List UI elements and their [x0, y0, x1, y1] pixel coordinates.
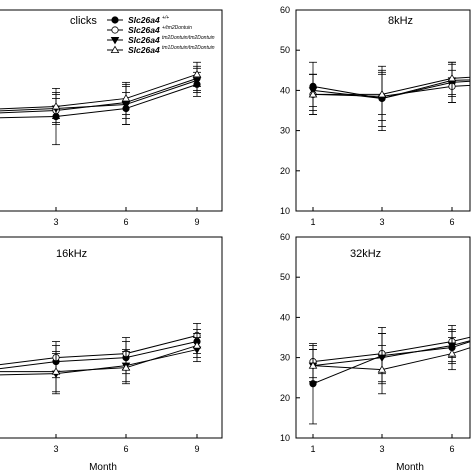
- x-tick-label: 9: [194, 217, 199, 227]
- series-line: [312, 336, 470, 363]
- data-point: [51, 102, 61, 110]
- legend-marker: [111, 16, 119, 24]
- plot-area: [0, 323, 202, 395]
- data-point: [51, 367, 61, 375]
- legend-label: Slc26a4: [128, 35, 160, 45]
- series-line: [0, 83, 198, 119]
- legend-item: Slc26a4 +/+: [107, 15, 169, 25]
- y-tick-label: 10: [280, 433, 290, 443]
- legend-superscript: tm2Dontuin/tm2Dontuin: [162, 35, 215, 41]
- legend-marker: [111, 26, 119, 34]
- y-tick-label: 50: [280, 45, 290, 55]
- data-point: [447, 73, 457, 82]
- y-tick-label: 20: [280, 393, 290, 403]
- legend-superscript: tm1Dontuin/tm2Dontuin: [162, 45, 215, 51]
- series-line: [0, 73, 198, 110]
- y-tick-label: 30: [280, 353, 290, 363]
- x-tick-label: 6: [123, 217, 128, 227]
- legend-item: Slc26a4 tm2Dontuin/tm2Dontuin: [107, 35, 215, 45]
- x-tick-label: 3: [379, 444, 384, 454]
- data-point: [308, 361, 318, 369]
- x-tick-label: 3: [53, 444, 58, 454]
- chart-panel-2: 10 20 30 40 50 60 1 3 6 8kHz: [280, 5, 471, 227]
- x-tick-label: 6: [123, 444, 128, 454]
- x-tick-label: 1: [310, 217, 315, 227]
- plot-area: [308, 325, 470, 425]
- legend-label: Slc26a4: [128, 45, 160, 55]
- data-point: [192, 69, 202, 78]
- y-tick-label: 50: [280, 272, 290, 282]
- chart-panel-3: 3 6 9 Month 16kHz: [0, 236, 223, 473]
- legend-marker: [110, 37, 120, 45]
- y-tick-label: 60: [280, 5, 290, 15]
- plot-frame: [295, 236, 471, 439]
- series-line: [0, 77, 198, 114]
- legend-superscript: +/tm2Dontuin: [162, 25, 192, 31]
- data-point: [377, 365, 387, 373]
- data-point: [377, 90, 387, 98]
- x-tick-label: 1: [310, 444, 315, 454]
- series-line: [0, 345, 198, 373]
- chart-panel-4: 10 20 30 40 50 60 1 3 6 Month 32kHz: [280, 232, 471, 473]
- data-point: [447, 349, 457, 357]
- panel-label: clicks: [70, 15, 97, 27]
- data-point: [308, 90, 318, 98]
- x-tick-label: 6: [449, 444, 454, 454]
- plot-frame: [0, 236, 223, 439]
- y-tick-label: 40: [280, 312, 290, 322]
- panel-label: 16kHz: [56, 248, 87, 260]
- legend-superscript: +/+: [162, 15, 169, 21]
- series-line: [312, 340, 470, 367]
- data-point: [121, 363, 131, 371]
- x-axis-title: Month: [396, 462, 424, 473]
- x-tick-label: 9: [194, 444, 199, 454]
- series-line: [312, 84, 470, 97]
- panel-label: 8kHz: [388, 15, 413, 27]
- series-line: [0, 335, 198, 366]
- series-line: [313, 76, 470, 95]
- y-tick-label: 20: [280, 166, 290, 176]
- legend-marker: [110, 45, 120, 53]
- x-axis-title: Month: [89, 462, 117, 473]
- series-line: [312, 80, 470, 99]
- legend-label: Slc26a4: [128, 25, 160, 35]
- panel-label: 32kHz: [350, 248, 381, 260]
- plot-area: [0, 61, 202, 146]
- x-tick-label: 3: [53, 217, 58, 227]
- legend-item: Slc26a4 +/tm2Dontuin: [107, 25, 192, 35]
- x-tick-label: 3: [379, 217, 384, 227]
- y-tick-label: 60: [280, 232, 290, 242]
- plot-frame: [295, 9, 471, 212]
- y-tick-label: 30: [280, 126, 290, 136]
- series-line: [0, 341, 198, 370]
- series-line: [0, 79, 198, 112]
- data-point: [192, 341, 202, 349]
- plot-area: [308, 61, 470, 132]
- series-line: [312, 347, 470, 371]
- legend-label: Slc26a4: [128, 15, 160, 25]
- legend-item: Slc26a4 tm1Dontuin/tm2Dontuin: [107, 45, 215, 55]
- y-tick-label: 10: [280, 206, 290, 216]
- y-tick-label: 40: [280, 85, 290, 95]
- plot-frame: [0, 9, 223, 212]
- x-tick-label: 6: [449, 217, 454, 227]
- data-point: [121, 94, 131, 102]
